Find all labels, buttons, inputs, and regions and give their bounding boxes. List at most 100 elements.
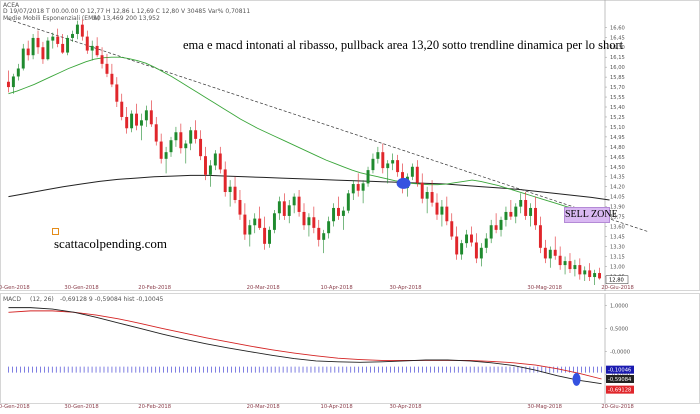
candle-body [415,166,419,183]
candle [282,193,286,220]
candle-body [248,225,252,235]
candle-body [11,76,15,88]
ema200-line [8,174,610,201]
candle-body [125,116,129,129]
candle [263,216,267,250]
date-label-macd: 20-Mar-2018 [247,404,280,410]
candle-body [538,225,542,248]
candle-body [568,261,572,270]
candle-body [356,184,360,191]
candle-body [223,169,227,193]
date-label-macd: 10-Gen-2018 [0,404,30,410]
price-tick-label: 14,95 [610,135,625,141]
candle-body [253,218,257,226]
watermark-logo [52,228,59,235]
candle [465,229,469,248]
candle [154,116,158,146]
sell-zone-label: SELL ZONE [564,207,618,223]
candle-body [312,217,316,228]
date-label-price: 30-Mag-2018 [527,285,562,291]
candle-body [469,234,473,243]
candle [420,173,424,204]
candle [341,206,345,230]
candle-body [243,214,247,235]
candle-body [499,219,503,230]
candle [376,146,380,164]
candle-body [337,207,340,216]
candle [534,196,537,230]
price-tick-label: 14,05 [610,195,625,201]
candle [31,33,35,60]
candle [199,130,203,161]
candle-body [75,24,79,34]
candle [248,219,252,247]
candle-body [184,143,188,149]
candle-body [558,255,562,266]
candle-body [494,225,498,230]
candle-body [164,152,168,159]
candle [213,150,217,171]
candle-body [238,199,242,215]
candle-body [16,68,20,77]
candle [524,192,528,220]
macd-tick-label: 1,0000 [610,303,628,309]
price-tick-label: 15,85 [610,75,625,81]
candle [504,206,508,227]
ema50-line [8,56,610,214]
candle-body [85,36,89,51]
candle-body [332,207,336,222]
candle-body [548,249,552,259]
date-label-macd: 10-Apr-2018 [321,404,353,410]
date-label-macd: 20-Feb-2018 [138,404,171,410]
candle-body [317,227,321,240]
candle-body [159,141,163,159]
candle [233,176,237,204]
candle [272,209,276,234]
macd-value-tag: -0,69128 [608,388,631,394]
candle-body [588,270,592,278]
candle [287,199,291,224]
price-tick-label: 14,35 [610,175,625,181]
candle-body [465,234,469,244]
candle-body [529,207,533,216]
candle-body [598,273,602,279]
candle [519,193,523,214]
price-tick-label: 15,25 [610,115,625,121]
candle-body [322,233,326,240]
candle-body [174,132,178,141]
candle-body [391,160,395,164]
macd-values: -0,69128 9 -0,59084 hist -0,10045 [60,296,164,303]
candle [110,63,114,88]
candle [509,199,513,220]
macd-value-tag: -0,10046 [608,368,631,374]
candle-body [258,218,262,228]
candle [307,213,311,237]
candle-body [371,158,375,171]
candle [204,146,207,181]
candle [174,126,178,147]
candle [396,154,400,177]
candle-body [46,40,50,60]
candle [41,41,45,64]
candle-body [218,153,222,170]
date-label-macd: 30-Gen-2018 [64,404,98,410]
candle [125,107,129,134]
price-tick-label: 13,00 [610,264,625,270]
watermark-text: scattacolpending.com [54,236,167,251]
candle-body [307,217,311,226]
candle [95,37,99,58]
candle-body [430,192,434,203]
candle [327,216,331,239]
price-tick-label: 13,45 [610,235,625,241]
candle [115,77,119,108]
candle [56,28,60,48]
candle [445,196,449,226]
candle [312,206,316,234]
candle [218,146,222,174]
candle [16,63,20,81]
candle [598,267,602,280]
candle [469,226,473,247]
candle-body [445,206,449,222]
candle [346,190,350,214]
